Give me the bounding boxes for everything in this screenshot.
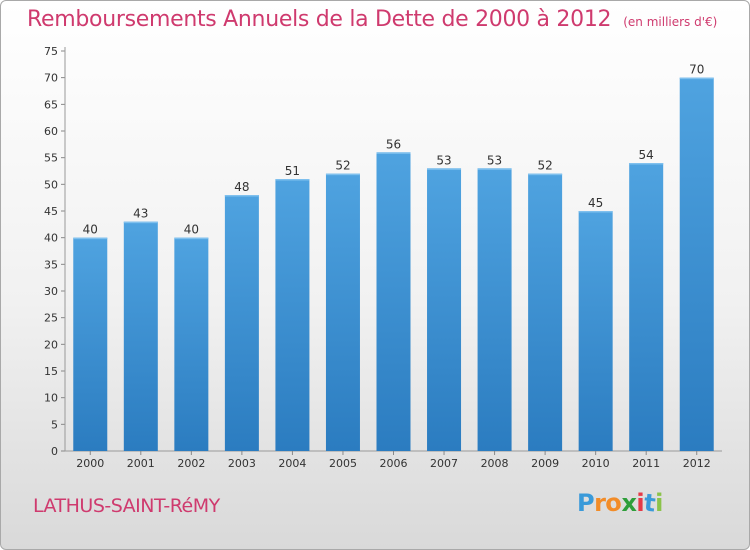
y-tick-label: 45 <box>44 205 58 218</box>
bar-top-highlight <box>73 237 108 240</box>
bar-top-highlight <box>376 152 411 154</box>
x-tick-label: 2000 <box>76 457 104 470</box>
bar-value-label: 52 <box>537 159 552 173</box>
bar-value-label: 54 <box>639 148 654 162</box>
bar <box>679 77 714 452</box>
bar-value-label: 43 <box>133 207 148 221</box>
logo-letter: i <box>655 489 663 517</box>
bar-top-highlight <box>629 163 664 165</box>
bar-top-highlight <box>224 195 259 197</box>
bar <box>427 168 462 452</box>
logo-letter: x <box>621 489 637 517</box>
y-tick-label: 35 <box>44 258 58 271</box>
x-tick-label: 2005 <box>329 457 357 470</box>
logo-letter: r <box>594 489 606 517</box>
bar-value-label: 45 <box>588 196 603 210</box>
x-tick-label: 2006 <box>380 457 408 470</box>
y-tick-label: 5 <box>51 418 58 431</box>
bar-value-label: 51 <box>285 164 300 178</box>
x-tick-label: 2002 <box>177 457 205 470</box>
chart-title: Remboursements Annuels de la Dette de 20… <box>27 7 717 32</box>
bar-top-highlight <box>679 77 714 80</box>
y-tick-label: 40 <box>44 232 58 245</box>
y-tick-label: 75 <box>44 45 58 58</box>
logo-letter: P <box>577 489 595 517</box>
units-label: (en milliers d'€) <box>623 15 718 29</box>
bar <box>629 163 664 451</box>
x-tick-label: 2010 <box>582 457 610 470</box>
logo-letter: o <box>603 488 624 518</box>
y-tick-label: 70 <box>44 72 58 85</box>
bar <box>578 211 613 451</box>
proxiti-logo: Proxiti <box>577 488 663 518</box>
bar <box>477 168 512 452</box>
x-tick-label: 2008 <box>481 457 509 470</box>
bar <box>174 237 209 451</box>
bar-value-label: 40 <box>83 223 98 237</box>
bar <box>275 179 310 451</box>
y-tick-label: 15 <box>44 365 58 378</box>
bar <box>123 221 158 451</box>
commune-name: LATHUS-SAINT-RéMY <box>33 495 220 517</box>
bar-value-label: 53 <box>436 153 451 167</box>
title-text: Remboursements Annuels de la Dette de 20… <box>27 7 612 32</box>
logo-letter: i <box>636 489 645 517</box>
bar <box>325 173 360 451</box>
bar-top-highlight <box>528 173 563 176</box>
bar-top-highlight <box>578 211 613 213</box>
y-tick-label: 60 <box>44 125 58 138</box>
y-tick-label: 30 <box>44 285 58 298</box>
bar-top-highlight <box>427 168 462 170</box>
bar-value-label: 56 <box>386 137 401 151</box>
bar <box>73 237 108 451</box>
bar-value-label: 40 <box>184 223 199 237</box>
bar-value-label: 53 <box>487 153 502 167</box>
bar-top-highlight <box>325 173 360 176</box>
x-tick-label: 2001 <box>127 457 155 470</box>
y-tick-label: 55 <box>44 152 58 165</box>
bar-value-label: 70 <box>689 63 704 77</box>
bar <box>376 152 411 452</box>
bar <box>528 173 563 451</box>
y-tick-label: 50 <box>44 178 58 191</box>
y-tick-label: 20 <box>44 338 58 351</box>
bar-top-highlight <box>174 237 209 240</box>
x-tick-label: 2011 <box>632 457 660 470</box>
bar-top-highlight <box>275 179 310 181</box>
y-tick-label: 10 <box>44 392 58 405</box>
y-tick-label: 65 <box>44 98 58 111</box>
bar-top-highlight <box>123 221 158 224</box>
y-tick-label: 0 <box>51 445 58 458</box>
bar-top-highlight <box>477 168 512 170</box>
x-tick-label: 2004 <box>278 457 306 470</box>
y-tick-label: 25 <box>44 312 58 325</box>
bar-value-label: 52 <box>335 159 350 173</box>
bar-value-label: 48 <box>234 180 249 194</box>
bar <box>224 195 259 451</box>
x-tick-label: 2009 <box>531 457 559 470</box>
x-tick-label: 2012 <box>683 457 711 470</box>
x-tick-label: 2007 <box>430 457 458 470</box>
x-tick-label: 2003 <box>228 457 256 470</box>
